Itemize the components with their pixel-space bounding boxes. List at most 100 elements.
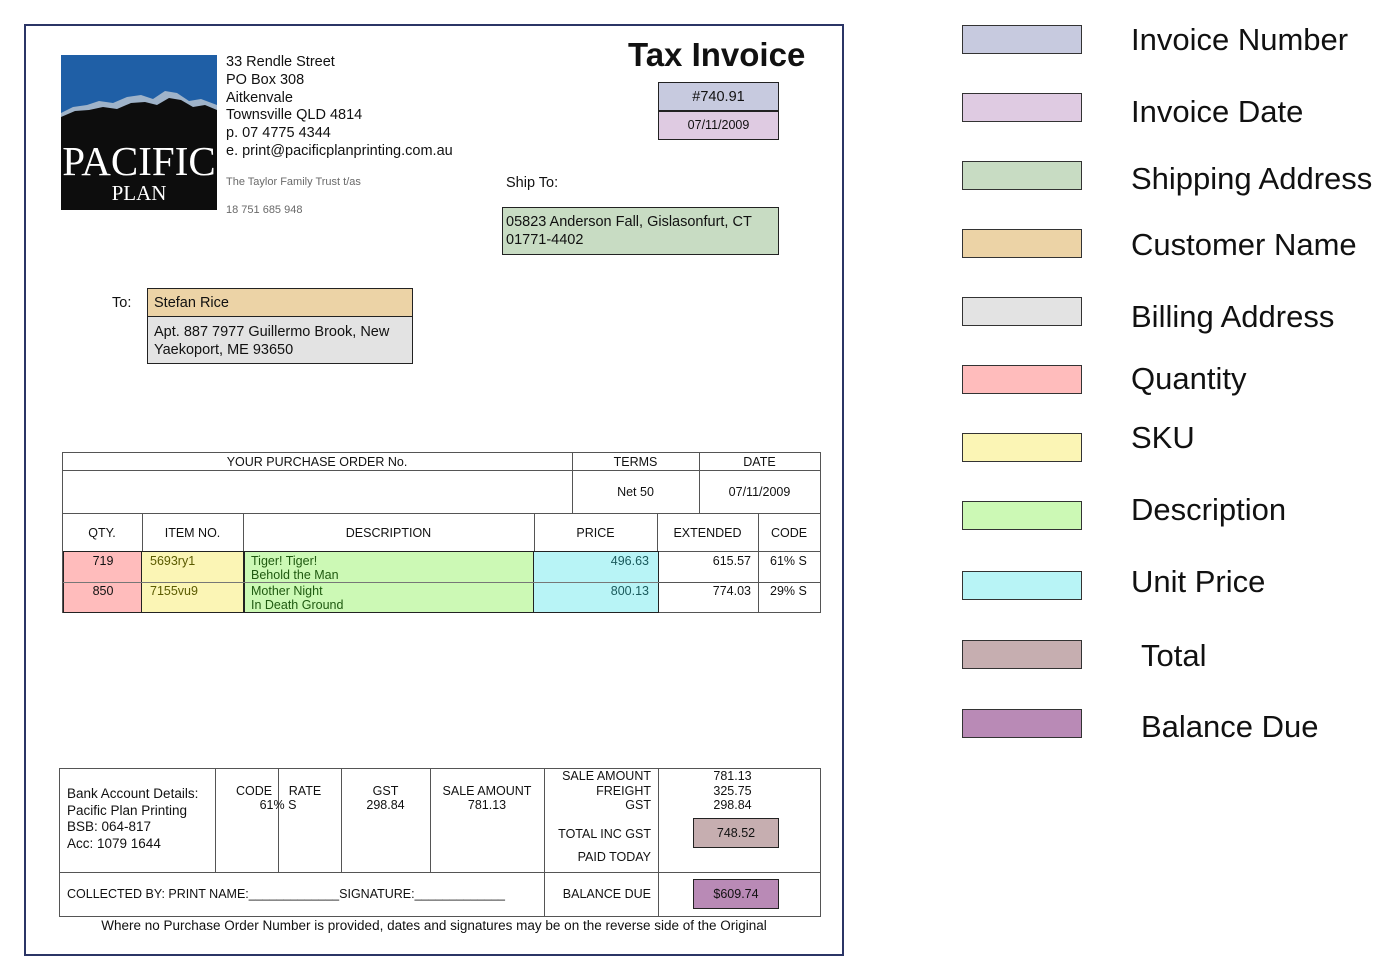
order-date-value: 07/11/2009 xyxy=(728,485,791,499)
legend-swatch-sku xyxy=(962,433,1082,462)
item-qty: 719 xyxy=(92,554,114,568)
bank-details: Bank Account Details: Pacific Plan Print… xyxy=(67,786,198,852)
summary-value: 298.84 xyxy=(713,798,752,812)
legend-swatch-invoice-number xyxy=(962,25,1082,54)
bank-name: Pacific Plan Printing xyxy=(67,802,188,818)
gst-value: 298.84 xyxy=(366,798,405,812)
address-line: Aitkenvale xyxy=(226,89,293,106)
item-unit-price: 496.63 xyxy=(610,554,649,568)
total-label: TOTAL INC GST xyxy=(558,827,651,841)
legend-swatch-description xyxy=(962,501,1082,530)
legend-label-unit-price: Unit Price xyxy=(1131,564,1266,599)
date-header: DATE xyxy=(743,455,776,469)
legend-swatch-balance-due xyxy=(962,709,1082,738)
footer-note: Where no Purchase Order Number is provid… xyxy=(101,918,767,933)
terms-header: TERMS xyxy=(613,455,658,469)
price-header: PRICE xyxy=(576,526,615,540)
invoice-page xyxy=(24,24,844,956)
shipping-address: 05823 Anderson Fall, Gislasonfurt, CT 01… xyxy=(502,207,779,255)
address-line: Townsville QLD 4814 xyxy=(226,107,363,124)
shipping-address-line: 01771-4402 xyxy=(506,232,584,248)
phone-line: p. 07 4775 4344 xyxy=(226,125,331,142)
item-code: 29% S xyxy=(770,584,807,598)
logo-text-line2: PLAN PRINTING xyxy=(90,181,188,210)
billing-address-line: Apt. 887 7977 Guillermo Brook, New xyxy=(154,324,390,340)
invoice-date: 07/11/2009 xyxy=(658,111,779,140)
item-qty: 850 xyxy=(92,584,114,598)
balance-due-label: BALANCE DUE xyxy=(562,887,651,901)
description-line: Behold the Man xyxy=(251,568,339,582)
terms-value: Net 50 xyxy=(617,485,654,499)
ship-to-label: Ship To: xyxy=(506,175,559,191)
billing-address: Apt. 887 7977 Guillermo Brook, New Yaeko… xyxy=(147,316,413,364)
item-extended: 615.57 xyxy=(712,554,751,568)
legend-label-invoice-number: Invoice Number xyxy=(1131,22,1349,57)
tax-code-label: CODE xyxy=(235,784,273,798)
legend-label-shipping-address: Shipping Address xyxy=(1131,161,1373,196)
legend-swatch-unit-price xyxy=(962,571,1082,600)
description-header: DESCRIPTION xyxy=(345,526,432,540)
legend-swatch-total xyxy=(962,640,1082,669)
po-header: YOUR PURCHASE ORDER No. xyxy=(226,455,408,469)
bank-label: Bank Account Details: xyxy=(67,786,199,801)
trust-name: The Taylor Family Trust t/as xyxy=(226,176,361,188)
item-description: Tiger! Tiger! Behold the Man xyxy=(251,554,339,582)
legend-label-invoice-date: Invoice Date xyxy=(1131,94,1304,129)
abn-number: 18 751 685 948 xyxy=(226,204,303,216)
legend-label-total: Total xyxy=(1141,638,1207,673)
company-logo: PACIFIC PLAN PRINTING xyxy=(61,55,217,210)
summary-values: 781.13 325.75 298.84 xyxy=(695,769,770,813)
bank-bsb: BSB: 064-817 xyxy=(67,819,152,834)
bank-account: Acc: 1079 1644 xyxy=(67,835,161,851)
sale-amount-value: 781.13 xyxy=(467,798,507,812)
summary-labels: SALE AMOUNT FREIGHT GST xyxy=(545,769,651,813)
summary-label: FREIGHT xyxy=(596,783,651,798)
description-line: Mother Night xyxy=(251,584,323,598)
summary-label: GST xyxy=(625,798,651,812)
collected-by-line: COLLECTED BY: PRINT NAME:_____________SI… xyxy=(67,887,505,901)
legend-swatch-quantity xyxy=(962,365,1082,394)
code-header: CODE xyxy=(770,526,808,540)
legend-label-description: Description xyxy=(1131,492,1287,527)
item-sku: 5693ry1 xyxy=(150,554,196,568)
logo-text-line1: PACIFIC xyxy=(62,138,216,184)
invoice-title: Tax Invoice xyxy=(628,36,806,73)
legend-label-sku: SKU xyxy=(1131,420,1195,455)
item-extended: 774.03 xyxy=(712,584,751,598)
email-line: e. print@pacificplanprinting.com.au xyxy=(226,142,453,159)
bill-to-label: To: xyxy=(112,295,132,311)
description-line: Tiger! Tiger! xyxy=(251,554,318,568)
legend-swatch-invoice-date xyxy=(962,93,1082,122)
summary-value: 781.13 xyxy=(713,769,752,783)
balance-due-value: $609.74 xyxy=(693,879,779,909)
item-no-header: ITEM NO. xyxy=(164,526,221,540)
customer-name: Stefan Rice xyxy=(147,288,413,317)
address-line: PO Box 308 xyxy=(226,71,305,88)
tax-rate-label: RATE xyxy=(288,784,322,798)
item-code: 61% S xyxy=(770,554,807,568)
item-description: Mother Night In Death Ground xyxy=(251,584,343,612)
tax-code-value: 61% S xyxy=(259,798,297,812)
company-address: 33 Rendle Street PO Box 308 Aitkenvale T… xyxy=(226,54,453,161)
legend-label-balance-due: Balance Due xyxy=(1141,709,1319,744)
item-unit-price: 800.13 xyxy=(610,584,649,598)
sale-amount-label: SALE AMOUNT xyxy=(442,784,532,798)
legend-label-customer-name: Customer Name xyxy=(1131,227,1357,262)
invoice-number: #740.91 xyxy=(658,82,779,111)
mountain-graphic xyxy=(61,55,217,135)
billing-address-line: Yaekoport, ME 93650 xyxy=(154,342,294,358)
legend-swatch-billing-address xyxy=(962,297,1082,326)
paid-today-label: PAID TODAY xyxy=(577,850,651,864)
legend-label-billing-address: Billing Address xyxy=(1131,299,1335,334)
shipping-address-line: 05823 Anderson Fall, Gislasonfurt, CT xyxy=(506,214,752,230)
legend-swatch-customer-name xyxy=(962,229,1082,258)
address-line: 33 Rendle Street xyxy=(226,54,335,70)
legend-label-quantity: Quantity xyxy=(1131,361,1247,396)
qty-header: QTY. xyxy=(88,526,116,540)
total-value: 748.52 xyxy=(693,818,779,848)
legend-swatch-shipping-address xyxy=(962,161,1082,190)
gst-label: GST xyxy=(372,784,399,798)
summary-value: 325.75 xyxy=(713,783,752,798)
description-line: In Death Ground xyxy=(251,598,344,612)
summary-label: SALE AMOUNT xyxy=(562,769,651,783)
